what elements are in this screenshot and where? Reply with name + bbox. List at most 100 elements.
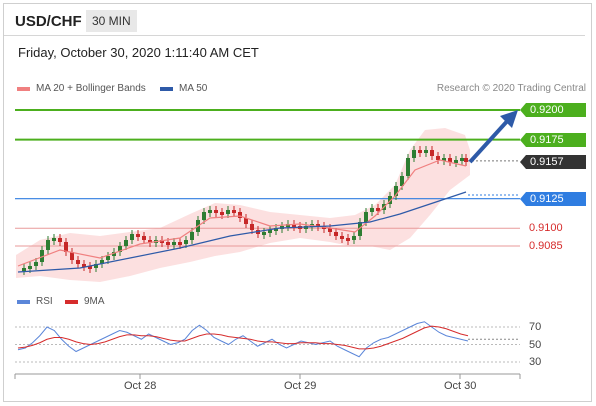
legend-rsi-ma: 9MA	[65, 296, 105, 307]
rsi-ma-swatch	[65, 299, 78, 304]
candle-body	[208, 210, 212, 213]
candle-body	[118, 246, 122, 252]
candle-body	[250, 224, 254, 230]
candle-body	[100, 260, 104, 264]
candle-body	[262, 232, 266, 235]
ma50-line	[17, 191, 467, 273]
candle-body	[460, 158, 464, 161]
resistance-2-value: 0.9200	[530, 104, 564, 116]
ma20-swatch	[17, 86, 30, 91]
candle-body	[394, 186, 398, 196]
candle-body	[430, 150, 434, 156]
rsi-level-50: 50	[529, 339, 542, 351]
ma50-swatch	[160, 86, 173, 91]
candle-body	[22, 268, 26, 271]
candle-body	[46, 240, 50, 250]
candle-body	[238, 212, 242, 218]
candle-body	[286, 224, 290, 227]
last-price-value: 0.9157	[530, 156, 564, 168]
ma50-label: MA 50	[179, 83, 208, 94]
candle-body	[130, 234, 134, 240]
rsi-line	[17, 321, 469, 358]
candle-body	[94, 264, 98, 268]
candle-body	[106, 256, 110, 260]
candle-body	[34, 262, 38, 266]
rsi-level-70: 70	[529, 321, 542, 333]
candle-body	[376, 208, 380, 211]
candle-body	[214, 210, 218, 213]
candle-body	[352, 236, 356, 240]
candle-body	[160, 240, 164, 243]
candle-body	[244, 218, 248, 224]
legend-ma20: MA 20 + Bollinger Bands	[17, 83, 146, 94]
candle-body	[436, 156, 440, 160]
resistance-1-value: 0.9175	[530, 134, 564, 146]
candle-body	[388, 196, 392, 204]
timeframe-badge[interactable]: 30 MIN	[86, 10, 137, 32]
rsi-level-30: 30	[529, 356, 542, 368]
header-divider	[4, 35, 585, 36]
candle-body	[400, 176, 404, 186]
candle-body	[232, 210, 236, 213]
support-1-value: 0.9100	[529, 222, 563, 234]
chart-panel	[3, 3, 592, 402]
resistance-1-tag: 0.9175	[520, 133, 586, 147]
ma20-line	[17, 159, 467, 267]
ma20-label: MA 20 + Bollinger Bands	[36, 83, 146, 94]
candle-body	[340, 236, 344, 239]
rsi-label: RSI	[36, 296, 53, 307]
pivot-value: 0.9125	[530, 193, 564, 205]
candle-body	[292, 224, 296, 227]
candle-body	[424, 150, 428, 153]
candle-body	[40, 250, 44, 262]
candle-body	[406, 158, 410, 176]
rsi-ma-label: 9MA	[84, 296, 105, 307]
candle-body	[412, 150, 416, 158]
candle-body	[76, 260, 80, 264]
candle-body	[448, 158, 452, 162]
candle-body	[142, 236, 146, 240]
forecast-arrow-head	[500, 110, 518, 128]
candle-body	[28, 266, 32, 269]
candle-body	[166, 242, 170, 245]
candle-body	[112, 252, 116, 256]
date-label-oct29: Oct 29	[284, 380, 317, 392]
legend-rsi: RSI	[17, 296, 53, 307]
candle-body	[316, 224, 320, 227]
candle-body	[268, 230, 272, 233]
candle-body	[364, 212, 368, 222]
currency-pair-title: USD/CHF	[15, 13, 82, 30]
candle-body	[346, 238, 350, 241]
forecast-arrow-shaft	[468, 116, 512, 164]
candle-body	[190, 232, 194, 240]
candle-body	[370, 208, 374, 212]
candle-body	[88, 266, 92, 269]
candle-body	[124, 240, 128, 246]
pivot-tag: 0.9125	[520, 192, 586, 206]
candle-body	[274, 228, 278, 231]
candle-body	[184, 240, 188, 244]
last-price-tag: 0.9157	[520, 155, 586, 169]
candle-body	[70, 252, 74, 260]
candle-body	[334, 232, 338, 236]
candle-body	[358, 222, 362, 236]
candle-body	[52, 238, 56, 241]
candle-body	[442, 158, 446, 161]
candle-body	[136, 234, 140, 237]
date-label-oct30: Oct 30	[444, 380, 477, 392]
legend-ma50: MA 50	[160, 83, 207, 94]
candle-body	[148, 240, 152, 243]
candle-body	[454, 160, 458, 163]
support-2-value: 0.9085	[529, 240, 563, 252]
rsi-swatch	[17, 299, 30, 304]
candle-body	[178, 242, 182, 245]
date-label-oct28: Oct 28	[124, 380, 157, 392]
candle-body	[202, 212, 206, 220]
candle-body	[220, 212, 224, 215]
candle-body	[58, 238, 62, 242]
timestamp: Friday, October 30, 2020 1:11:40 AM CET	[18, 45, 259, 60]
candle-body	[172, 242, 176, 245]
copyright-notice: Research © 2020 Trading Central	[436, 83, 586, 94]
resistance-2-tag: 0.9200	[520, 103, 586, 117]
